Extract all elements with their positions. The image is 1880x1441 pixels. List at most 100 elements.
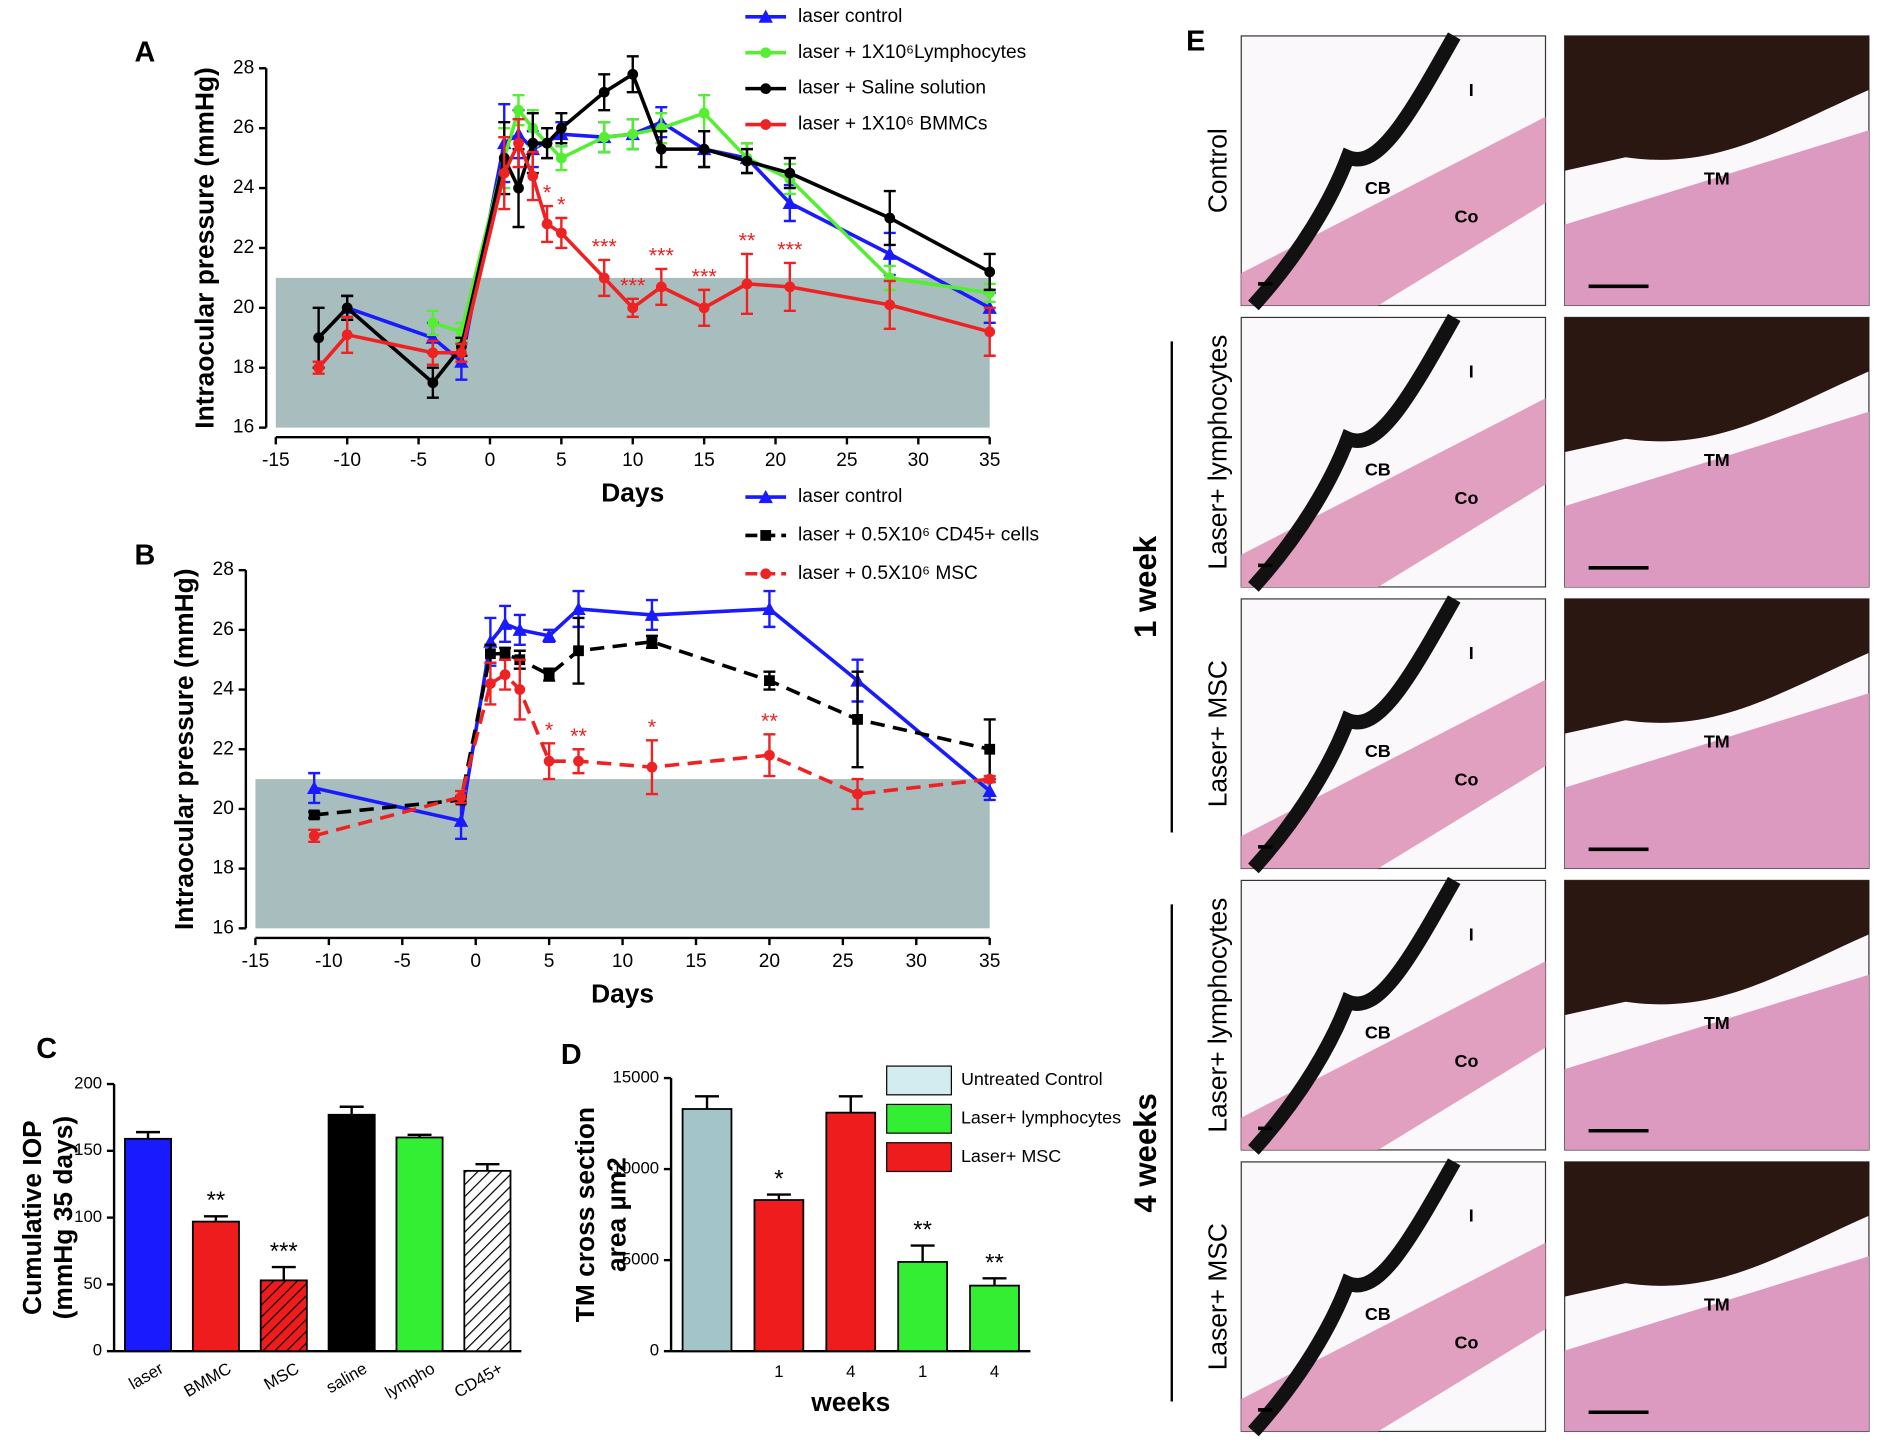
point	[573, 645, 584, 657]
y-tick-label: 18	[213, 858, 234, 879]
x-tick-label: -15	[242, 951, 270, 972]
series-line	[313, 639, 991, 817]
point	[884, 212, 896, 224]
tissue	[1564, 693, 1869, 869]
significance: **	[570, 723, 587, 748]
panel-label: D	[561, 1039, 582, 1071]
x-tick-label: -15	[262, 450, 290, 471]
error-bar	[339, 1105, 364, 1115]
point	[698, 107, 710, 119]
x-tick-label: 0	[485, 450, 496, 471]
point	[527, 170, 539, 182]
row-label: Laser+ MSC	[1203, 1223, 1233, 1370]
x-tick-label: 30	[908, 450, 929, 471]
point	[784, 167, 796, 179]
micrograph: CB Co I	[1240, 313, 1547, 592]
tissue	[1564, 130, 1869, 306]
group-label: 4 weeks	[1128, 1093, 1163, 1212]
structure-label: TM	[1704, 450, 1730, 470]
point	[543, 755, 555, 767]
row-label: Laser+ lymphocytes	[1203, 335, 1233, 570]
point	[644, 607, 660, 621]
x-tick-label: -10	[333, 450, 361, 471]
legend-label: Laser+ lymphocytes	[961, 1108, 1121, 1128]
significance: **	[761, 708, 778, 733]
point	[782, 195, 798, 210]
legend-label: laser + 0.5X10⁶ MSC	[798, 563, 978, 584]
point	[313, 332, 325, 344]
legend-swatch	[886, 1142, 952, 1173]
error-bar	[695, 1095, 719, 1110]
tissue	[1564, 1256, 1869, 1432]
x-tick-label: 35	[979, 951, 1000, 972]
structure-label: CB	[1365, 1304, 1391, 1324]
y-tick-label: 28	[233, 57, 254, 78]
y-tick-label: 26	[233, 117, 254, 138]
point	[698, 143, 710, 155]
point	[555, 227, 567, 239]
panel-label: E	[1186, 26, 1205, 58]
x-tick-label: 10	[622, 450, 643, 471]
y-tick-label: 24	[233, 177, 255, 198]
y-tick-label: 150	[74, 1140, 102, 1159]
x-tick-label: 1	[918, 1362, 927, 1381]
structure-label: TM	[1704, 731, 1730, 751]
bar	[395, 1136, 444, 1353]
x-tick-label: 15	[685, 951, 706, 972]
micrograph: CB Co I	[1240, 595, 1547, 874]
row-label: Control	[1203, 128, 1233, 213]
micrograph: TM	[1564, 879, 1870, 1151]
point	[655, 281, 667, 293]
x-tick-label: 20	[759, 951, 780, 972]
y-tick-label: 18	[233, 357, 254, 378]
panel-label: A	[134, 36, 155, 68]
point	[341, 329, 353, 341]
tissue	[1241, 1242, 1546, 1432]
point	[741, 278, 753, 290]
structure-label: TM	[1704, 1013, 1730, 1033]
row-label: Laser+ lymphocytes	[1203, 898, 1233, 1133]
bar	[124, 1137, 173, 1353]
point	[543, 669, 555, 681]
significance: **	[207, 1187, 226, 1214]
y-tick-label: 16	[233, 417, 254, 438]
pigment	[1248, 313, 1461, 592]
bar	[897, 1261, 948, 1353]
point	[341, 302, 353, 314]
y-tick-label: 20	[233, 297, 254, 318]
pigment	[1564, 598, 1869, 734]
error-bar	[407, 1133, 432, 1138]
structure-label: I	[1469, 924, 1474, 944]
point	[456, 347, 467, 359]
micrograph: TM	[1564, 598, 1870, 870]
x-tick-label: 25	[836, 450, 857, 471]
shaded-band	[255, 779, 990, 929]
micrograph: CB Co I	[1240, 1158, 1547, 1437]
legend-label: laser control	[798, 486, 902, 507]
structure-label: TM	[1704, 168, 1730, 188]
bar	[681, 1108, 733, 1353]
point	[513, 104, 524, 116]
error-bar	[475, 1162, 500, 1171]
legend-label: laser + 0.5X10⁶ CD45+ cells	[798, 524, 1039, 545]
point	[427, 317, 439, 329]
y-tick-label: 20	[213, 798, 234, 819]
x-tick-label: 20	[765, 450, 786, 471]
structure-label: TM	[1704, 1294, 1730, 1314]
structure-label: Co	[1454, 1333, 1478, 1353]
x-axis-label: Days	[591, 978, 654, 1008]
x-tick-label: lympho	[382, 1359, 438, 1402]
legend-marker	[760, 530, 772, 541]
legend-label: Laser+ MSC	[961, 1146, 1061, 1166]
series-line	[432, 106, 990, 335]
significance: *	[774, 1166, 783, 1193]
micrograph: TM	[1564, 1161, 1870, 1433]
point	[982, 783, 997, 798]
point	[884, 299, 896, 311]
y-tick-label: 15000	[613, 1067, 660, 1086]
structure-label: CB	[1365, 460, 1391, 480]
point	[308, 830, 320, 842]
significance: ***	[592, 234, 618, 259]
pigment	[1564, 1161, 1869, 1297]
bar	[969, 1284, 1020, 1353]
